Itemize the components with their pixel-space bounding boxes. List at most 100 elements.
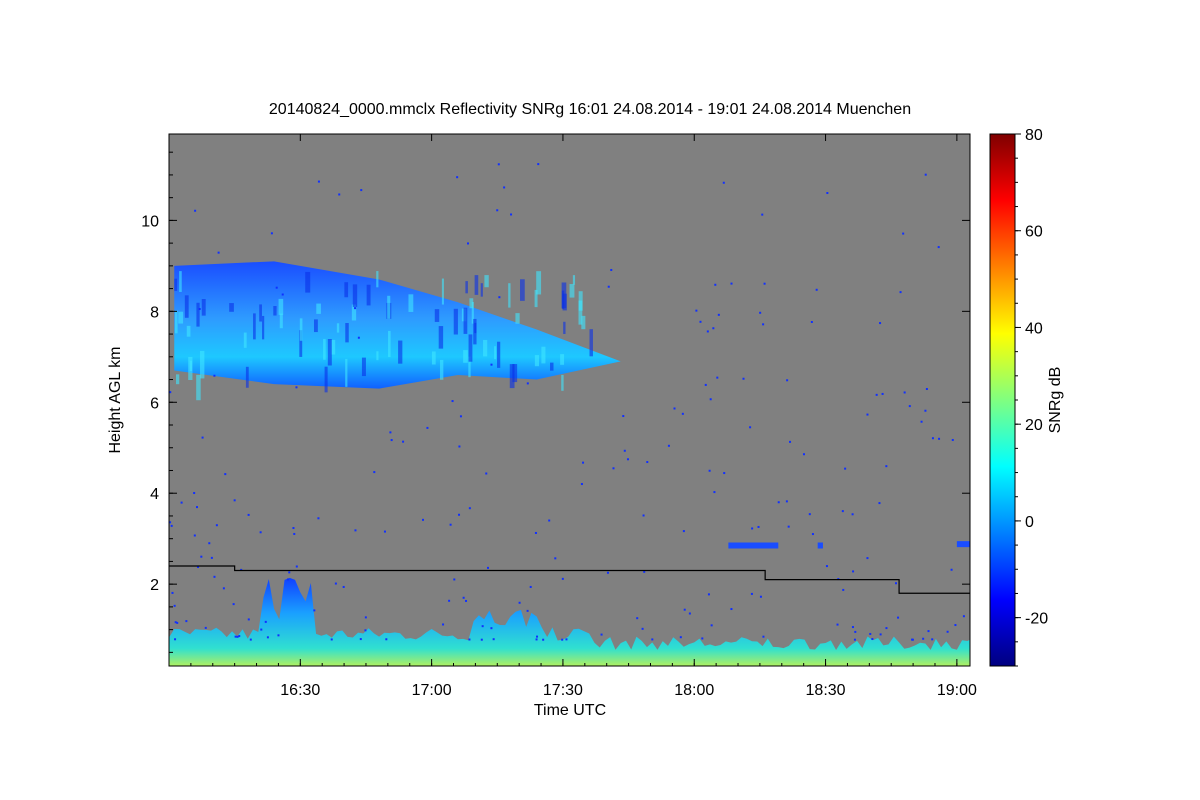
cloud-streak: [534, 355, 540, 367]
noise-speckle: [787, 525, 790, 528]
cloud-streak: [463, 307, 468, 334]
noise-speckle: [641, 627, 644, 630]
low-cloud-fragment: [728, 542, 779, 549]
noise-speckle: [180, 501, 183, 504]
noise-speckle: [580, 483, 583, 486]
cloud-streak: [243, 332, 247, 348]
noise-speckle: [561, 638, 564, 641]
noise-speckle: [451, 400, 454, 403]
noise-speckle: [364, 616, 367, 619]
noise-speckle: [866, 413, 869, 416]
noise-speckle: [875, 393, 878, 396]
cloud-streak: [366, 284, 371, 306]
cloud-streak: [179, 271, 182, 292]
noise-speckle: [707, 593, 710, 596]
boundary-layer-echo: [169, 577, 970, 666]
noise-speckle: [548, 519, 551, 522]
noise-speckle: [185, 620, 188, 623]
noise-speckle: [518, 601, 521, 604]
noise-speckle: [249, 638, 252, 641]
y-tick-label: 8: [150, 304, 159, 321]
noise-speckle: [240, 568, 243, 571]
noise-speckle: [708, 469, 711, 472]
noise-speckle: [213, 374, 216, 377]
noise-speckle: [338, 193, 341, 196]
cloud-streak: [398, 340, 403, 364]
noise-speckle: [908, 405, 911, 408]
cloud-streak: [453, 308, 458, 335]
noise-speckle: [174, 621, 177, 624]
noise-speckle: [385, 638, 388, 641]
cloud-streak: [468, 356, 471, 378]
y-axis-label: Height AGL km: [107, 346, 124, 453]
noise-speckle: [844, 467, 847, 470]
noise-speckle: [763, 282, 766, 285]
cloud-streak: [259, 304, 262, 322]
cloud-streak: [494, 346, 497, 360]
cirrus-cloud-echo: [174, 261, 621, 389]
cloud-streak: [465, 281, 468, 294]
cloud-streak: [578, 300, 583, 325]
chart-title: 20140824_0000.mmclx Reflectivity SNRg 16…: [269, 101, 911, 118]
noise-speckle: [924, 173, 927, 176]
noise-speckle: [236, 635, 239, 638]
noise-speckle: [486, 566, 489, 569]
noise-speckle: [714, 283, 717, 286]
noise-speckle: [646, 461, 649, 464]
noise-speckle: [879, 633, 882, 636]
noise-speckle: [467, 242, 470, 245]
noise-speckle: [762, 323, 765, 326]
cloud-streak: [273, 306, 277, 316]
noise-speckle: [946, 630, 949, 633]
noise-speckle: [295, 565, 298, 568]
noise-speckle: [170, 524, 173, 527]
noise-speckle: [750, 592, 753, 595]
noise-speckle: [497, 163, 500, 166]
plot-frame: [168, 133, 971, 667]
radar-echo-layer: [169, 163, 970, 666]
noise-speckle: [194, 209, 197, 212]
noise-speckle: [498, 296, 501, 299]
x-tick-label: 19:00: [937, 682, 977, 699]
noise-speckle: [853, 638, 856, 641]
noise-speckle: [612, 467, 615, 470]
low-cloud-fragment: [956, 541, 970, 548]
colorbar-tick-label: 20: [1025, 417, 1043, 434]
noise-speckle: [364, 629, 367, 632]
noise-speckle: [716, 376, 719, 379]
noise-speckle: [536, 635, 539, 638]
noise-speckle: [895, 582, 898, 585]
x-tick-label: 17:00: [412, 682, 452, 699]
cloud-streak: [474, 275, 479, 295]
noise-speckle: [622, 415, 625, 418]
noise-speckle: [927, 630, 930, 633]
cloud-streak: [376, 271, 379, 288]
noise-speckle: [925, 388, 928, 391]
y-tick-label: 2: [150, 577, 159, 594]
noise-speckle: [695, 309, 698, 312]
cloud-streak: [376, 351, 379, 361]
noise-speckle: [208, 542, 211, 545]
noise-speckle: [842, 588, 845, 591]
cloud-streak: [463, 350, 468, 363]
cloud-streak: [441, 278, 444, 305]
noise-speckle: [389, 431, 392, 434]
noise-speckle: [607, 285, 610, 288]
noise-speckle: [468, 638, 471, 641]
noise-speckle: [712, 327, 715, 330]
cloud-streak: [361, 357, 366, 377]
cloud-streak: [439, 359, 444, 380]
noise-speckle: [878, 502, 881, 505]
noise-speckle: [643, 570, 646, 573]
cloud-streak: [509, 364, 515, 389]
noise-speckle: [233, 499, 236, 502]
cloud-streak: [344, 282, 349, 298]
noise-speckle: [706, 330, 709, 333]
cloud-streak: [520, 279, 525, 301]
noise-speckle: [534, 531, 537, 534]
colorbar-tick-label: 0: [1025, 514, 1034, 531]
noise-speckle: [761, 213, 764, 216]
noise-speckle: [234, 635, 237, 638]
noise-speckle: [456, 176, 459, 179]
